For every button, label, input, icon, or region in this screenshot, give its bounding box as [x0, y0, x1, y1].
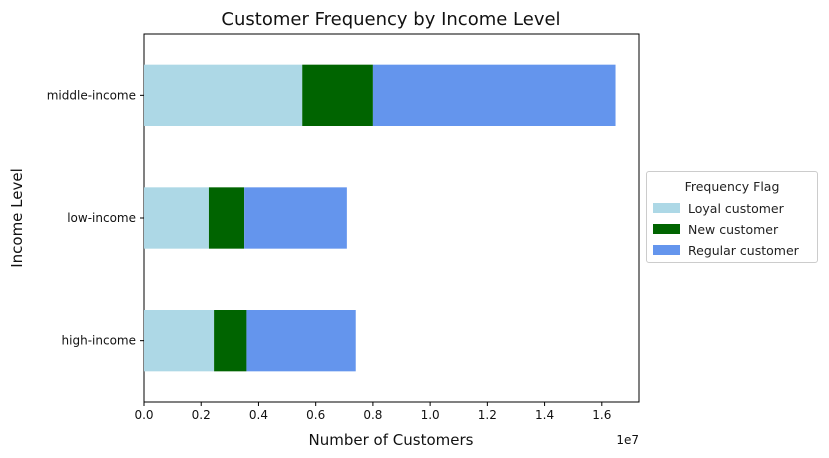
y-axis-ticks: high-income low-income middle-income: [47, 88, 144, 348]
x-tick-label: 1.6: [592, 408, 611, 422]
legend: Frequency Flag Loyal customer New custome…: [646, 171, 818, 263]
bar-low-income-loyal-customer: [144, 187, 209, 249]
x-tick-label: 0.8: [363, 408, 382, 422]
x-tick-label: 0.2: [192, 408, 211, 422]
bar-middle-income-new-customer: [302, 64, 373, 126]
y-axis-label: Income Level: [8, 168, 26, 268]
y-tick-label-low-income: low-income: [67, 211, 136, 225]
bar-high-income-regular-customer: [246, 310, 356, 372]
legend-title: Frequency Flag: [684, 179, 780, 194]
x-tick-label: 0.4: [249, 408, 268, 422]
legend-label: New customer: [688, 221, 779, 237]
x-tick-label: 1.4: [535, 408, 554, 422]
chart-title: Customer Frequency by Income Level: [221, 9, 560, 30]
bar-low-income-new-customer: [208, 187, 245, 249]
legend-item-regular-customer: Regular customer: [653, 242, 799, 258]
bar-low-income-regular-customer: [244, 187, 347, 249]
x-axis-offset-label: 1e7: [616, 433, 639, 447]
x-tick-label: 0.6: [306, 408, 325, 422]
legend-item-new-customer: New customer: [653, 221, 778, 237]
legend-item-loyal-customer: Loyal customer: [653, 200, 784, 216]
x-tick-label: 1.2: [478, 408, 497, 422]
y-tick-label-high-income: high-income: [62, 334, 136, 348]
x-tick-label: 0.0: [134, 408, 153, 422]
x-axis-ticks: 0.0 0.2 0.4 0.6 0.8 1.0 1.2 1.4 1.6: [134, 402, 611, 422]
x-axis-label: Number of Customers: [309, 431, 474, 449]
y-tick-label-middle-income: middle-income: [47, 88, 136, 102]
x-tick-label: 1.0: [421, 408, 440, 422]
bar-middle-income-regular-customer: [372, 64, 616, 126]
legend-label: Regular customer: [688, 242, 799, 258]
legend-swatch: [653, 203, 680, 213]
bar-high-income-new-customer: [214, 310, 247, 372]
bar-middle-income-loyal-customer: [144, 64, 303, 126]
legend-swatch: [653, 224, 680, 234]
bars-group: [144, 64, 616, 372]
legend-label: Loyal customer: [688, 200, 784, 216]
bar-high-income-loyal-customer: [144, 310, 215, 372]
legend-swatch: [653, 245, 680, 255]
